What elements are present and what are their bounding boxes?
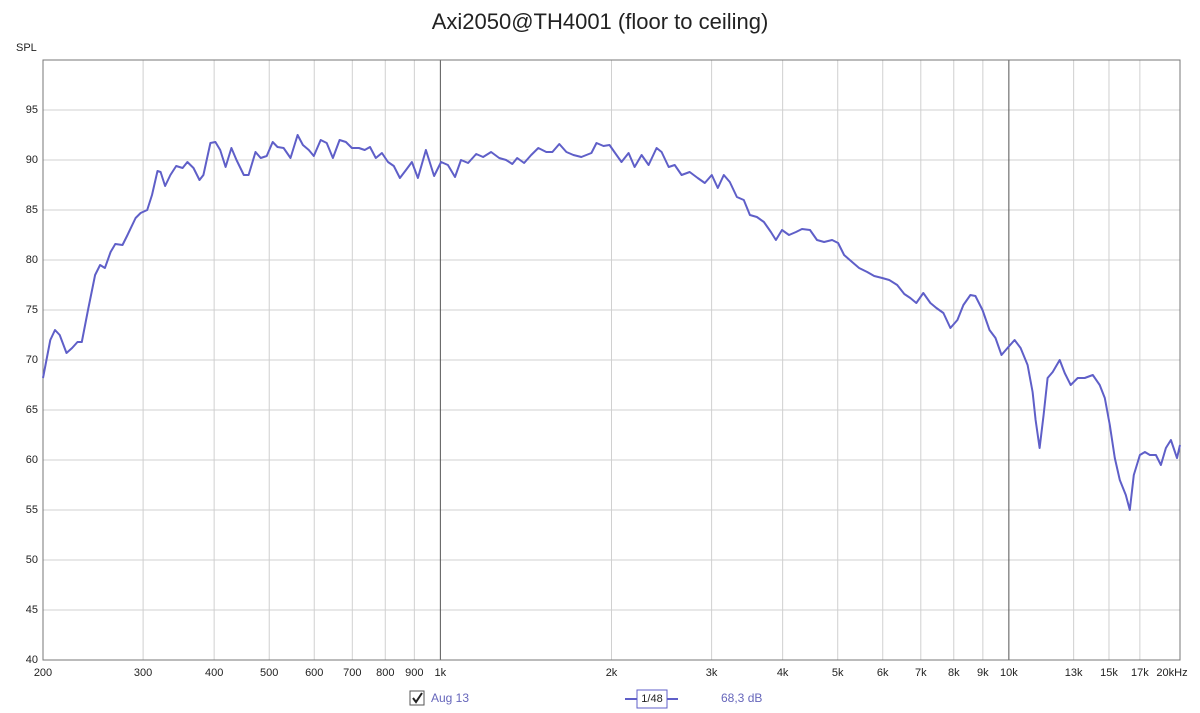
x-tick-label: 15k bbox=[1100, 667, 1118, 679]
x-tick-label: 9k bbox=[977, 667, 989, 679]
plot-border bbox=[42, 59, 1181, 661]
y-tick-label: 50 bbox=[26, 554, 38, 566]
x-tick-label: 500 bbox=[260, 667, 278, 679]
x-tick-label: 10k bbox=[1000, 667, 1018, 679]
x-tick-label: 900 bbox=[405, 667, 423, 679]
x-tick-label: 800 bbox=[376, 667, 394, 679]
x-tick-label: 13k bbox=[1065, 667, 1083, 679]
legend-entry[interactable]: Aug 13 bbox=[431, 691, 469, 705]
y-tick-label: 60 bbox=[26, 454, 38, 466]
x-tick-label: 8k bbox=[948, 667, 960, 679]
y-tick-label: 85 bbox=[26, 204, 38, 216]
x-tick-label: 4k bbox=[777, 667, 789, 679]
series-line bbox=[42, 134, 1181, 511]
x-tick-label: 400 bbox=[205, 667, 223, 679]
y-axis-label: SPL bbox=[16, 42, 37, 54]
x-tick-label: 3k bbox=[706, 667, 718, 679]
x-tick-label: 300 bbox=[134, 667, 152, 679]
y-tick-label: 75 bbox=[26, 304, 38, 316]
x-tick-label: 17k bbox=[1131, 667, 1149, 679]
x-tick-label: 700 bbox=[343, 667, 361, 679]
x-tick-label: 1k bbox=[435, 667, 447, 679]
y-tick-label: 90 bbox=[26, 154, 38, 166]
cursor-value: 68,3 dB bbox=[721, 691, 762, 705]
chart-title: Axi2050@TH4001 (floor to ceiling) bbox=[432, 9, 769, 34]
y-tick-label: 55 bbox=[26, 504, 38, 516]
y-tick-label: 65 bbox=[26, 404, 38, 416]
grid bbox=[42, 60, 1181, 661]
smoothing-label: 1/48 bbox=[641, 693, 662, 705]
legend: Aug 13 1/48 68,3 dB bbox=[409, 689, 762, 709]
y-tick-label: 70 bbox=[26, 354, 38, 366]
y-tick-label: 40 bbox=[26, 654, 38, 666]
y-tick-label: 95 bbox=[26, 104, 38, 116]
x-tick-label: 5k bbox=[832, 667, 844, 679]
x-tick-label: 200 bbox=[34, 667, 52, 679]
y-tick-label: 80 bbox=[26, 254, 38, 266]
x-tick-label: 6k bbox=[877, 667, 889, 679]
check-mark bbox=[412, 692, 423, 704]
y-tick-label: 45 bbox=[26, 604, 38, 616]
x-tick-label: 7k bbox=[915, 667, 927, 679]
x-tick-label: 20kHz bbox=[1156, 667, 1187, 679]
smoothing-box[interactable] bbox=[636, 689, 668, 709]
x-tick-label: 2k bbox=[606, 667, 618, 679]
x-tick-label: 600 bbox=[305, 667, 323, 679]
